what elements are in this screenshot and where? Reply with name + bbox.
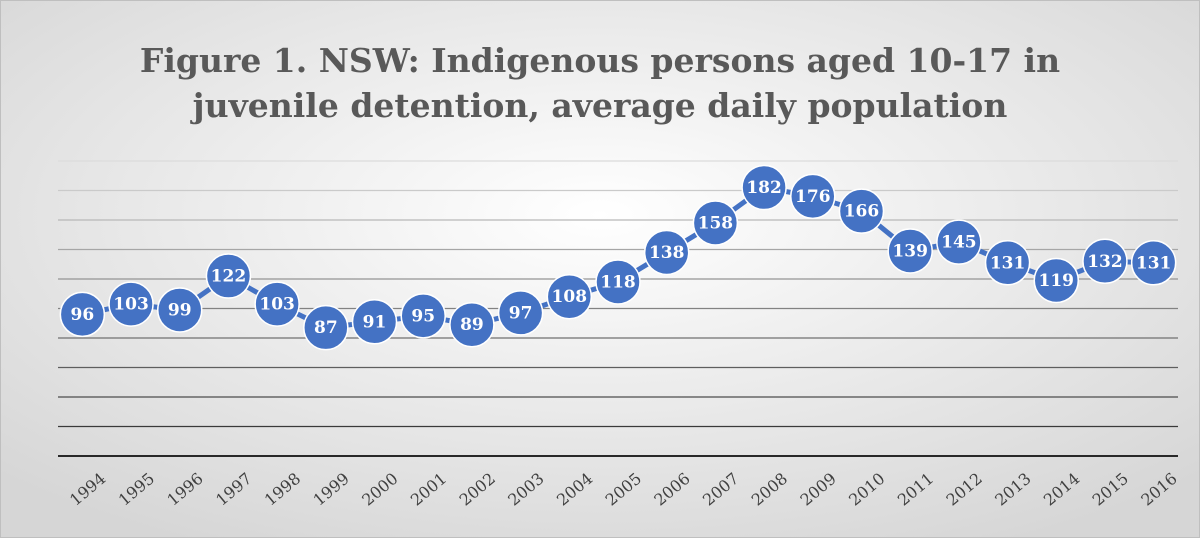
- data-label: 91: [363, 312, 387, 332]
- point-marker: [254, 281, 300, 327]
- point-marker: [643, 229, 690, 276]
- point-marker: [984, 240, 1031, 286]
- data-label: 119: [1039, 271, 1075, 291]
- point-marker: [351, 299, 398, 345]
- data-label: 95: [411, 306, 435, 326]
- data-label: 118: [600, 272, 636, 292]
- data-label: 182: [746, 178, 782, 198]
- data-label: 176: [795, 187, 831, 207]
- point-marker: [595, 259, 641, 305]
- point-marker: [741, 164, 787, 211]
- data-label: 108: [552, 287, 588, 307]
- point-marker: [887, 228, 933, 274]
- data-label: 139: [892, 241, 928, 261]
- data-label: 131: [990, 253, 1026, 273]
- point-marker: [1033, 257, 1080, 304]
- point-marker: [156, 287, 203, 333]
- chart-title: Figure 1. NSW: Indigenous persons aged 1…: [140, 41, 1060, 80]
- data-label: 158: [698, 213, 734, 233]
- point-marker: [936, 219, 982, 265]
- point-marker: [449, 301, 495, 348]
- point-marker: [303, 304, 349, 351]
- point-marker: [400, 293, 446, 339]
- point-marker: [790, 173, 836, 220]
- data-label: 89: [460, 315, 484, 335]
- data-label: 131: [1136, 253, 1172, 273]
- data-label: 138: [649, 243, 685, 263]
- point-marker: [59, 291, 106, 338]
- point-marker: [1130, 240, 1177, 286]
- point-marker: [108, 281, 154, 327]
- data-label: 103: [113, 295, 149, 315]
- point-marker: [205, 253, 252, 299]
- data-label: 97: [509, 303, 533, 323]
- point-marker: [838, 188, 885, 234]
- data-label: 132: [1087, 252, 1123, 272]
- point-marker: [546, 273, 593, 320]
- point-marker: [692, 200, 739, 246]
- data-label: 99: [168, 300, 192, 320]
- data-label: 145: [941, 233, 977, 253]
- data-label: 122: [211, 267, 247, 287]
- point-marker: [497, 290, 544, 336]
- data-label: 87: [314, 318, 338, 338]
- data-label: 103: [259, 295, 295, 315]
- data-label: 166: [844, 202, 880, 222]
- point-marker: [1082, 238, 1128, 285]
- data-label: 96: [71, 305, 95, 325]
- chart-title: juvenile detention, average daily popula…: [190, 86, 1008, 125]
